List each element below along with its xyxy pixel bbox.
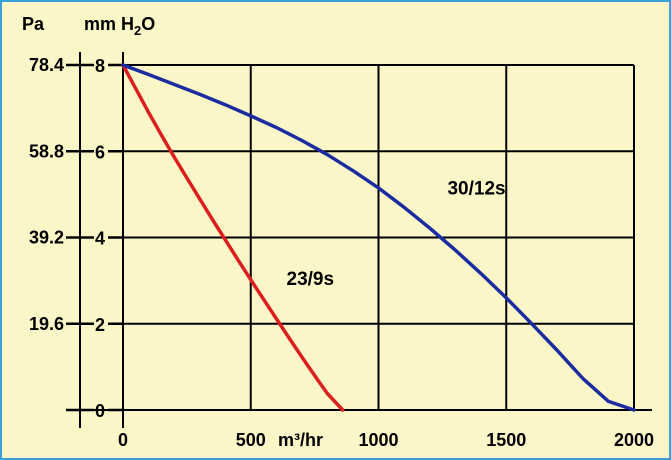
mm-axis-title: mm H2O <box>84 14 155 38</box>
mm-axis-title-tail: O <box>141 14 155 34</box>
x-tick-label: 0 <box>118 430 128 450</box>
x-axis-label: m³/hr <box>278 430 323 450</box>
mm-tick-label: 6 <box>95 142 105 162</box>
pa-axis-title: Pa <box>22 14 45 34</box>
pa-tick-label: 78.4 <box>29 55 64 75</box>
x-tick-label: 1000 <box>358 430 398 450</box>
labels: Pa mm H2O m³/hr 019.6 239.2 458.8 678.4 80 50… <box>22 14 654 450</box>
series-line-30-12s <box>121 63 636 412</box>
pa-tick-label: 58.8 <box>29 141 64 161</box>
mm-tick-label: 2 <box>95 315 105 335</box>
mm-axis-title-sub: 2 <box>134 23 141 38</box>
x-tick-label: 2000 <box>614 430 654 450</box>
x-tick-label: 1500 <box>486 430 526 450</box>
mm-tick-label: 0 <box>95 401 105 421</box>
axes <box>66 52 652 428</box>
series-label: 30/12s <box>447 178 505 199</box>
series-lines <box>121 63 636 412</box>
series-line-23-9s <box>121 63 345 412</box>
pa-tick-label: 39.2 <box>29 228 64 248</box>
series-label: 23/9s <box>287 269 335 290</box>
mm-tick-label: 8 <box>95 56 105 76</box>
mm-axis-title-main: mm H <box>84 14 134 34</box>
x-tick-label: 500 <box>236 430 266 450</box>
grid <box>123 64 635 410</box>
pa-tick-label: 19.6 <box>29 314 64 334</box>
mm-tick-label: 4 <box>95 229 105 249</box>
